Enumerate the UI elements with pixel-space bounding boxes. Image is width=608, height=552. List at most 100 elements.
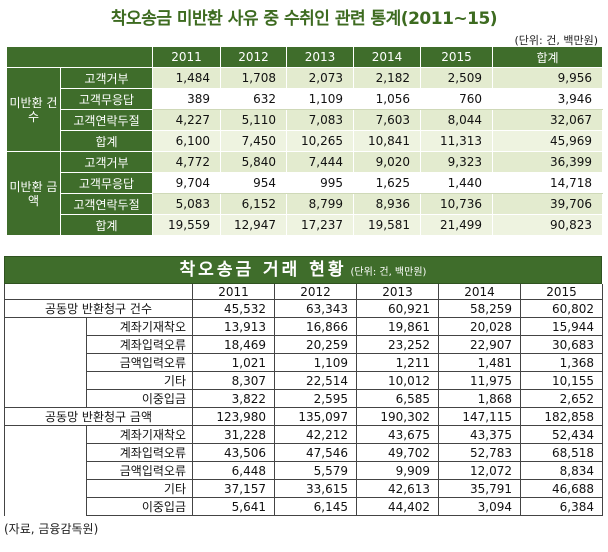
value-cell: 10,155 — [520, 371, 603, 390]
value-cell: 2,652 — [520, 389, 603, 408]
value-cell: 10,841 — [353, 130, 421, 152]
table2-row: 계좌입력오류 18,469 20,259 23,252 22,907 30,683 — [4, 335, 603, 354]
value-cell: 20,259 — [274, 335, 357, 354]
year-header: 2013 — [356, 284, 439, 300]
value-cell: 60,802 — [520, 299, 603, 318]
value-cell: 60,921 — [356, 299, 439, 318]
year-header: 2011 — [192, 284, 275, 300]
group-label: 미반환 건수 — [6, 67, 61, 152]
indent-cell — [4, 371, 87, 390]
value-cell: 5,641 — [192, 497, 275, 516]
value-cell: 33,615 — [274, 479, 357, 498]
row-label: 합계 — [60, 214, 153, 236]
value-cell: 1,211 — [356, 353, 439, 372]
table1-row: 고객무응답 9,704 954 995 1,625 1,440 14,718 — [7, 172, 603, 194]
page-title: 착오송금 미반환 사유 중 수취인 관련 통계(2011~15) — [110, 9, 498, 29]
table2-corner — [4, 284, 193, 300]
table1-row: 고객연락두절 5,083 6,152 8,799 8,936 10,736 39,706 — [7, 193, 603, 215]
table1-row: 미반환 건수 고객거부 1,484 1,708 2,073 2,182 2,509 9,956 — [6, 67, 603, 152]
value-cell: 4,227 — [152, 109, 221, 131]
value-cell: 35,791 — [438, 479, 521, 498]
value-cell: 6,585 — [356, 389, 439, 408]
section-label: 공동망 반환청구 건수 — [4, 299, 193, 318]
value-cell: 123,980 — [192, 407, 275, 426]
table1-total-row: 합계 19,559 12,947 17,237 19,581 21,499 90,823 — [7, 214, 603, 236]
value-cell: 1,868 — [438, 389, 521, 408]
section-label: 공동망 반환청구 금액 — [4, 407, 193, 426]
value-cell: 1,484 — [152, 67, 221, 89]
row-label: 금액입력오류 — [86, 461, 193, 480]
value-cell: 995 — [286, 172, 354, 194]
value-cell: 9,323 — [420, 151, 493, 173]
row-label: 고객무응답 — [60, 88, 153, 110]
table1-row: 고객연락두절 4,227 5,110 7,083 7,603 8,044 32,067 — [7, 109, 603, 131]
value-cell: 12,947 — [220, 214, 287, 236]
year-header: 2015 — [520, 284, 603, 300]
value-cell: 7,444 — [286, 151, 354, 173]
row-label: 고객무응답 — [60, 172, 153, 194]
value-cell: 46,688 — [520, 479, 603, 498]
value-cell: 8,936 — [353, 193, 421, 215]
row-label: 기타 — [86, 371, 193, 390]
value-cell: 4,772 — [152, 151, 221, 173]
value-cell: 43,675 — [356, 425, 439, 444]
value-cell: 8,799 — [286, 193, 354, 215]
value-cell: 7,083 — [286, 109, 354, 131]
table2-header-row: 2011 2012 2013 2014 2015 — [4, 284, 603, 300]
row-label: 고객연락두절 — [60, 109, 153, 131]
year-header: 2013 — [286, 46, 354, 68]
value-cell: 39,706 — [492, 193, 603, 215]
table2-section-row: 공동망 반환청구 금액 123,980 135,097 190,302 147,115 1… — [4, 407, 603, 426]
value-cell: 190,302 — [356, 407, 439, 426]
value-cell: 2,073 — [286, 67, 354, 89]
value-cell: 10,265 — [286, 130, 354, 152]
value-cell: 2,595 — [274, 389, 357, 408]
indent-cell — [4, 317, 87, 336]
value-cell: 36,399 — [492, 151, 603, 173]
value-cell: 1,109 — [286, 88, 354, 110]
value-cell: 45,969 — [492, 130, 603, 152]
indent-cell — [4, 443, 87, 462]
value-cell: 8,044 — [420, 109, 493, 131]
value-cell: 5,083 — [152, 193, 221, 215]
value-cell: 37,157 — [192, 479, 275, 498]
indent-cell — [4, 389, 87, 408]
row-label: 고객연락두절 — [60, 193, 153, 215]
value-cell: 19,861 — [356, 317, 439, 336]
value-cell: 1,056 — [353, 88, 421, 110]
value-cell: 11,313 — [420, 130, 493, 152]
total-header: 합계 — [492, 46, 603, 68]
value-cell: 47,546 — [274, 443, 357, 462]
value-cell: 9,704 — [152, 172, 221, 194]
value-cell: 6,384 — [520, 497, 603, 516]
indent-cell — [4, 353, 87, 372]
value-cell: 14,718 — [492, 172, 603, 194]
table2-row: 금액입력오류 6,448 5,579 9,909 12,072 8,834 — [4, 461, 603, 480]
value-cell: 135,097 — [274, 407, 357, 426]
year-header: 2012 — [274, 284, 357, 300]
group-label: 미반환 금액 — [6, 151, 61, 236]
table2-section-row: 공동망 반환청구 건수 45,532 63,343 60,921 58,259 60,80… — [4, 299, 603, 318]
row-label: 계좌입력오류 — [86, 443, 193, 462]
value-cell: 1,109 — [274, 353, 357, 372]
indent-cell — [4, 425, 87, 444]
value-cell: 11,975 — [438, 371, 521, 390]
value-cell: 30,683 — [520, 335, 603, 354]
year-header: 2014 — [353, 46, 421, 68]
value-cell: 90,823 — [492, 214, 603, 236]
row-label: 이중입금 — [86, 497, 193, 516]
value-cell: 52,434 — [520, 425, 603, 444]
table2-row: 이중입금 5,641 6,145 44,402 3,094 6,384 — [4, 497, 603, 516]
value-cell: 5,840 — [220, 151, 287, 173]
table2-row: 계좌입력오류 43,506 47,546 49,702 52,783 68,518 — [4, 443, 603, 462]
table2-row: 계좌기재착오 31,228 42,212 43,675 43,375 52,434 — [4, 425, 603, 444]
value-cell: 32,067 — [492, 109, 603, 131]
value-cell: 18,469 — [192, 335, 275, 354]
table2-row: 금액입력오류 1,021 1,109 1,211 1,481 1,368 — [4, 353, 603, 372]
row-label: 계좌입력오류 — [86, 335, 193, 354]
value-cell: 42,613 — [356, 479, 439, 498]
value-cell: 1,440 — [420, 172, 493, 194]
unit-note: (단위: 건, 백만원) — [514, 34, 599, 47]
value-cell: 42,212 — [274, 425, 357, 444]
